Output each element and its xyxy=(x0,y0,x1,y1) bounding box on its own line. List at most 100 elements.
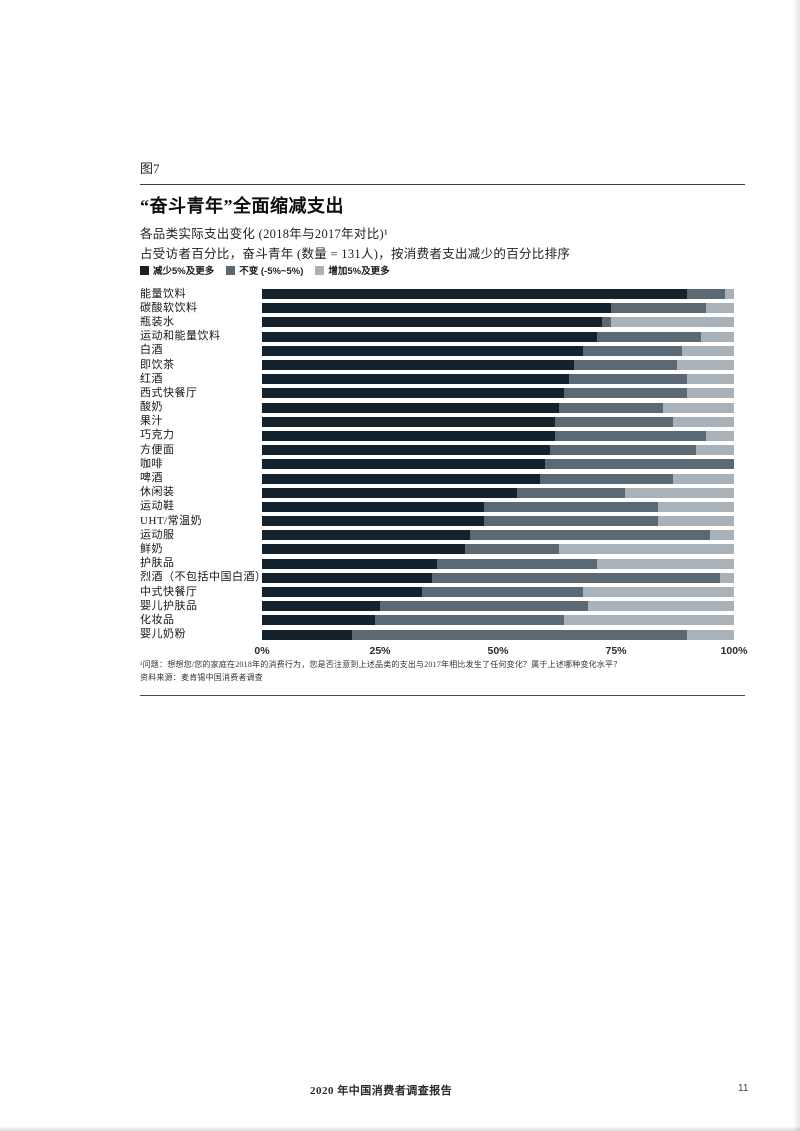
stacked-bar xyxy=(262,558,734,569)
bar-segment xyxy=(587,601,734,612)
bar-segment xyxy=(601,317,612,328)
category-label: 运动和能量饮料 xyxy=(140,330,221,343)
legend-swatch xyxy=(315,265,325,275)
chart-row: 瓶装水 xyxy=(140,315,734,329)
bar-segment xyxy=(625,487,734,498)
category-label: 西式快餐厅 xyxy=(140,386,198,399)
bar-segment xyxy=(554,430,706,441)
stacked-bar xyxy=(262,601,734,612)
stacked-bar xyxy=(262,331,734,342)
chart-row: 西式快餐厅 xyxy=(140,386,734,400)
bar-segment xyxy=(262,501,484,512)
bar-segment xyxy=(559,544,734,555)
stacked-bar xyxy=(262,615,734,626)
bar-segment xyxy=(516,487,626,498)
x-axis-tick: 25% xyxy=(369,645,391,657)
chart-row: 即饮茶 xyxy=(140,358,734,372)
chart-legend: 减少5%及更多 不变 (-5%~5%) 增加5%及更多 xyxy=(140,263,402,277)
category-label: 啤酒 xyxy=(140,472,163,485)
figure-label: 图7 xyxy=(140,161,160,176)
bar-segment xyxy=(611,317,734,328)
legend-item: 减少5%及更多 xyxy=(140,263,214,277)
chart-row: 婴儿奶粉 xyxy=(140,628,734,642)
bar-segment xyxy=(262,360,574,371)
figure-subtitle-line1: 各品类实际支出变化 (2018年与2017年对比)¹ xyxy=(140,227,388,241)
stacked-bar xyxy=(262,317,734,328)
chart-row: 啤酒 xyxy=(140,471,734,485)
bar-segment xyxy=(540,473,673,484)
chart-row: 碳酸软饮料 xyxy=(140,301,734,315)
bar-segment xyxy=(375,615,565,626)
bar-segment xyxy=(564,388,687,399)
stacked-bar xyxy=(262,360,734,371)
chart-row: 运动和能量饮料 xyxy=(140,330,734,344)
category-label: 果汁 xyxy=(140,415,163,428)
bar-segment xyxy=(705,303,734,314)
bar-segment xyxy=(549,445,697,456)
stacked-bar xyxy=(262,402,734,413)
chart-row: 中式快餐厅 xyxy=(140,585,734,599)
stacked-bar xyxy=(262,416,734,427)
bar-segment xyxy=(719,572,734,583)
stacked-bar xyxy=(262,303,734,314)
chart-row: 红酒 xyxy=(140,372,734,386)
bar-segment xyxy=(611,303,706,314)
stacked-bar xyxy=(262,487,734,498)
category-label: 休闲装 xyxy=(140,486,175,499)
bar-segment xyxy=(564,615,734,626)
bar-segment xyxy=(658,501,734,512)
bar-segment xyxy=(262,629,352,640)
bar-segment xyxy=(262,487,517,498)
chart-row: 能量饮料 xyxy=(140,287,734,301)
bar-segment xyxy=(705,430,734,441)
bar-segment xyxy=(464,544,560,555)
bar-segment xyxy=(483,501,659,512)
chart-row: 白酒 xyxy=(140,344,734,358)
bar-segment xyxy=(262,530,470,541)
x-axis-tick: 50% xyxy=(487,645,509,657)
category-label: 红酒 xyxy=(140,372,163,385)
x-axis-tick: 0% xyxy=(254,645,270,657)
legend-label: 减少5%及更多 xyxy=(153,266,215,277)
page-edge-bottom xyxy=(0,1126,800,1131)
category-label: 婴儿护肤品 xyxy=(140,599,198,612)
bar-segment xyxy=(483,516,659,527)
legend-swatch xyxy=(226,265,236,275)
footnote-source: 资料来源：麦肯锡中国消费者调查 xyxy=(140,673,263,682)
category-label: 瓶装水 xyxy=(140,315,175,328)
bar-segment xyxy=(262,615,376,626)
chart-row: 咖啡 xyxy=(140,457,734,471)
bar-segment xyxy=(469,530,711,541)
category-label: 运动鞋 xyxy=(140,500,175,513)
stacked-bar xyxy=(262,289,734,300)
top-rule xyxy=(140,184,745,185)
bar-segment xyxy=(682,345,734,356)
category-label: 酸奶 xyxy=(140,401,163,414)
bar-segment xyxy=(262,544,465,555)
bar-segment xyxy=(262,317,602,328)
stacked-bar xyxy=(262,459,734,470)
bar-segment xyxy=(262,388,565,399)
bar-segment xyxy=(573,360,678,371)
category-label: 鲜奶 xyxy=(140,542,163,555)
chart-row: 休闲装 xyxy=(140,486,734,500)
bar-segment xyxy=(686,374,734,385)
bar-segment xyxy=(658,516,734,527)
bar-segment xyxy=(724,289,734,300)
legend-label: 增加5%及更多 xyxy=(328,266,390,277)
chart-row: 鲜奶 xyxy=(140,542,734,556)
stacked-bar xyxy=(262,629,734,640)
stacked-bar xyxy=(262,572,734,583)
chart-row: 酸奶 xyxy=(140,401,734,415)
bar-segment xyxy=(686,629,734,640)
chart-row: 方便面 xyxy=(140,443,734,457)
stacked-bar xyxy=(262,516,734,527)
stacked-bar xyxy=(262,430,734,441)
bar-segment xyxy=(582,587,734,598)
bar-chart: 能量饮料 碳酸软饮料 瓶装水 运动和能量饮料 白酒 即饮茶 红酒 西式快餐厅 酸奶 果汁 巧克力 方便… xyxy=(140,287,734,642)
chart-row: 运动鞋 xyxy=(140,500,734,514)
stacked-bar xyxy=(262,587,734,598)
bar-segment xyxy=(262,345,583,356)
bottom-rule xyxy=(140,695,745,696)
